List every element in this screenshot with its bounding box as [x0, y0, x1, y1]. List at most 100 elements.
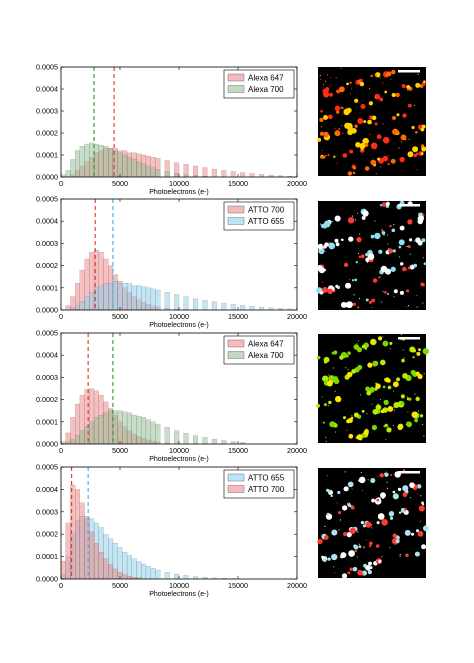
fluorescent-spot [382, 385, 386, 389]
fluorescent-spot [398, 239, 405, 246]
fluorescent-spot [363, 430, 369, 436]
fluorescent-spot [397, 424, 403, 430]
fluorescent-spot [370, 159, 377, 166]
background-speckle [338, 529, 340, 531]
fluorescent-spot [322, 421, 325, 424]
bar-alexa-700 [108, 148, 114, 177]
background-speckle [367, 479, 369, 481]
bar-atto-700 [126, 575, 132, 579]
bar-atto-655 [136, 285, 142, 310]
fluorescent-spot [338, 128, 341, 131]
fluorescent-spot [398, 245, 402, 249]
fluorescent-spot [415, 371, 420, 376]
fluorescent-spot [347, 503, 352, 507]
background-speckle [398, 539, 400, 541]
fluorescent-spot [392, 115, 396, 120]
background-speckle [385, 439, 387, 441]
fluorescent-spot [368, 300, 372, 304]
y-tick-label: 0.0001 [36, 417, 58, 426]
fluorescent-spot [386, 71, 392, 77]
bar-atto-700 [122, 574, 128, 579]
background-speckle [359, 233, 361, 235]
fluorescent-spot [381, 229, 384, 232]
bar-atto-655 [112, 281, 118, 310]
bar-alexa-647 [221, 170, 227, 177]
bar-alexa-700 [79, 430, 85, 444]
background-speckle [388, 154, 390, 156]
microscopy-image-2 [316, 200, 427, 310]
bar-atto-655 [150, 288, 156, 310]
fluorescent-spot [388, 511, 395, 517]
background-speckle [422, 302, 424, 304]
fluorescent-spot [382, 155, 389, 162]
background-speckle [369, 88, 371, 90]
background-speckle [399, 473, 401, 475]
bar-alexa-700 [145, 419, 151, 444]
background-speckle [405, 424, 407, 426]
background-speckle [339, 519, 341, 521]
fluorescent-spot [409, 482, 415, 488]
scale-bar [398, 471, 420, 474]
fluorescent-spot [370, 339, 375, 344]
fluorescent-spot [359, 143, 366, 150]
fluorescent-spot [377, 336, 383, 341]
bar-atto-700 [79, 502, 85, 579]
fluorescent-spot [380, 359, 386, 366]
bar-atto-655 [202, 577, 208, 579]
fluorescent-spot [407, 219, 413, 225]
fluorescent-spot [369, 544, 372, 548]
bar-alexa-700 [108, 410, 114, 444]
fluorescent-spot [412, 356, 415, 359]
fluorescent-spot [402, 113, 407, 118]
x-tick-label: 20000 [287, 446, 307, 455]
background-speckle [330, 77, 332, 79]
fluorescent-spot [368, 561, 373, 566]
bar-alexa-700 [164, 427, 170, 444]
x-tick-label: 20000 [287, 581, 307, 590]
fluorescent-spot [325, 87, 330, 92]
bar-alexa-700 [164, 171, 170, 177]
bar-alexa-647 [164, 160, 170, 177]
background-speckle [377, 403, 379, 405]
fluorescent-spot [327, 557, 331, 561]
bar-atto-655 [75, 305, 81, 310]
background-speckle [360, 394, 362, 396]
fluorescent-spot [323, 114, 329, 120]
background-speckle [355, 219, 357, 221]
bar-alexa-700 [103, 146, 109, 177]
background-speckle [322, 84, 324, 86]
bar-atto-655 [122, 283, 128, 310]
fluorescent-spot [331, 553, 338, 561]
fluorescent-spot [346, 355, 349, 358]
fluorescent-spot [381, 202, 387, 207]
fluorescent-spot [379, 204, 383, 207]
background-speckle [408, 138, 410, 140]
fluorescent-spot [374, 93, 381, 100]
fluorescent-spot [365, 521, 372, 528]
background-speckle [422, 424, 424, 426]
fluorescent-spot [369, 566, 373, 570]
fluorescent-spot [403, 507, 407, 511]
fluorescent-spot [346, 82, 349, 86]
fluorescent-spot [350, 505, 355, 510]
background-speckle [327, 405, 329, 407]
fluorescent-spot [324, 154, 327, 157]
fluorescent-spot [323, 131, 329, 138]
background-speckle [334, 128, 336, 130]
fluorescent-spot [356, 434, 363, 441]
fluorescent-spot [361, 410, 365, 413]
fluorescent-spot [343, 108, 350, 116]
scale-bar [398, 204, 420, 207]
background-speckle [380, 398, 382, 400]
bar-alexa-700 [221, 440, 227, 444]
fluorescent-spot [328, 400, 332, 405]
fluorescent-spot [334, 395, 342, 403]
x-tick-label: 5000 [112, 446, 128, 455]
bar-atto-655 [89, 292, 95, 310]
background-speckle [400, 334, 402, 336]
background-speckle [402, 349, 404, 351]
fluorescent-spot [323, 535, 329, 540]
legend: ATTO 700 ATTO 655 [223, 201, 295, 231]
background-speckle [399, 133, 401, 135]
background-speckle [366, 413, 368, 415]
